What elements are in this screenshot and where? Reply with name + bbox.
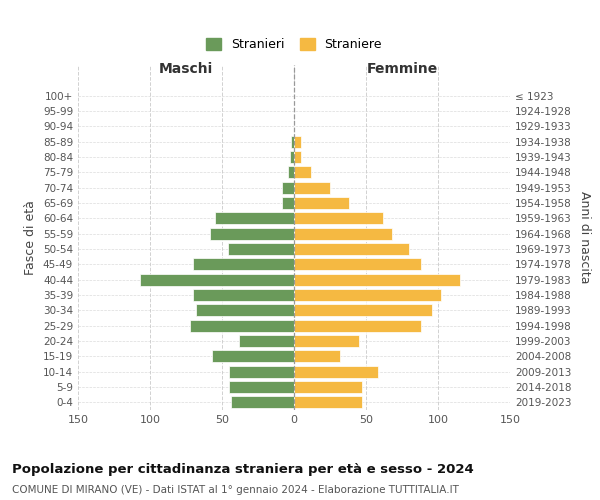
Bar — [230, 396, 294, 408]
Bar — [294, 381, 362, 393]
Bar — [294, 366, 377, 378]
Y-axis label: Anni di nascita: Anni di nascita — [578, 191, 591, 284]
Text: Maschi: Maschi — [159, 62, 213, 76]
Bar — [294, 289, 441, 301]
Bar — [294, 350, 340, 362]
Bar — [140, 274, 294, 285]
Bar — [193, 289, 294, 301]
Bar — [290, 151, 294, 163]
Bar — [229, 366, 294, 378]
Bar — [294, 197, 349, 209]
Bar — [215, 212, 294, 224]
Legend: Stranieri, Straniere: Stranieri, Straniere — [201, 34, 387, 56]
Text: COMUNE DI MIRANO (VE) - Dati ISTAT al 1° gennaio 2024 - Elaborazione TUTTITALIA.: COMUNE DI MIRANO (VE) - Dati ISTAT al 1°… — [12, 485, 459, 495]
Bar — [294, 151, 301, 163]
Bar — [190, 320, 294, 332]
Text: Popolazione per cittadinanza straniera per età e sesso - 2024: Popolazione per cittadinanza straniera p… — [12, 462, 474, 475]
Bar — [294, 335, 359, 347]
Bar — [283, 197, 294, 209]
Bar — [294, 228, 392, 239]
Text: Femmine: Femmine — [367, 62, 437, 76]
Bar — [294, 212, 383, 224]
Bar — [291, 136, 294, 147]
Bar — [211, 228, 294, 239]
Bar — [212, 350, 294, 362]
Bar — [294, 274, 460, 285]
Bar — [294, 396, 362, 408]
Bar — [229, 381, 294, 393]
Bar — [294, 243, 409, 255]
Bar — [294, 304, 432, 316]
Bar — [196, 304, 294, 316]
Bar — [294, 166, 311, 178]
Bar — [239, 335, 294, 347]
Bar — [294, 182, 330, 194]
Bar — [283, 182, 294, 194]
Bar — [294, 136, 301, 147]
Bar — [193, 258, 294, 270]
Bar — [294, 258, 421, 270]
Bar — [294, 320, 421, 332]
Y-axis label: Fasce di età: Fasce di età — [25, 200, 37, 275]
Bar — [228, 243, 294, 255]
Bar — [288, 166, 294, 178]
